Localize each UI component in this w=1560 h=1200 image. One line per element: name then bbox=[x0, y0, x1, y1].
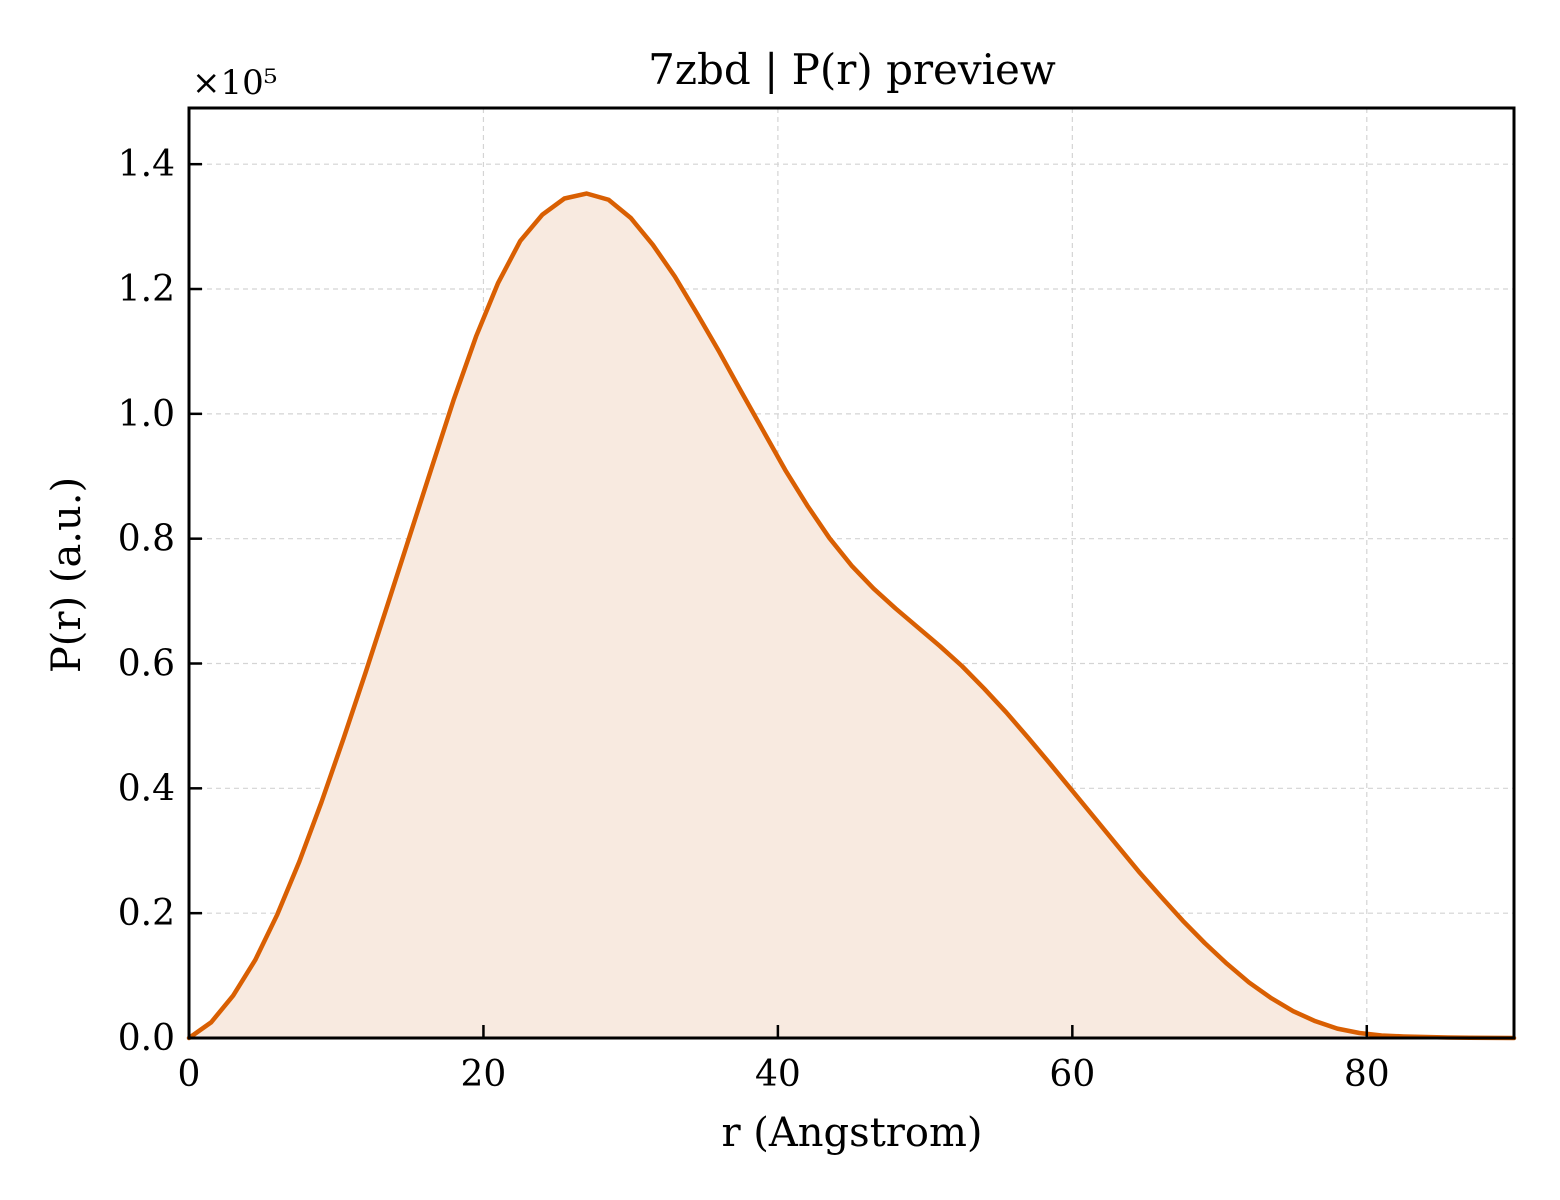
y-axis-label: P(r) (a.u.) bbox=[44, 477, 90, 673]
x-tick-label: 60 bbox=[1049, 1054, 1095, 1095]
x-tick-label: 80 bbox=[1344, 1054, 1390, 1095]
x-tick-labels: 0 20 40 60 80 bbox=[178, 1054, 1390, 1095]
y-tick-label: 0.4 bbox=[118, 768, 175, 809]
y-tick-label: 0.0 bbox=[118, 1018, 175, 1059]
x-axis-label: r (Angstrom) bbox=[721, 1110, 982, 1156]
x-tick-label: 40 bbox=[755, 1054, 801, 1095]
tick-marks bbox=[187, 162, 1369, 1040]
y-tick-label: 1.4 bbox=[118, 144, 175, 185]
y-tick-label: 0.6 bbox=[118, 644, 175, 685]
y-tick-label: 0.8 bbox=[118, 519, 175, 560]
y-tick-labels: 0.0 0.2 0.4 0.6 0.8 1.0 1.2 1.4 bbox=[118, 144, 175, 1059]
y-tick-label: 1.2 bbox=[118, 269, 175, 310]
pr-series-line bbox=[186, 191, 1517, 1041]
plot-frame bbox=[187, 106, 1516, 1040]
y-tick-label: 0.2 bbox=[118, 893, 175, 934]
x-tick-label: 20 bbox=[461, 1054, 507, 1095]
pr-area-fill bbox=[189, 193, 1514, 1038]
y-scale-offset-label: ×10⁵ bbox=[192, 63, 277, 103]
x-tick-label: 0 bbox=[178, 1054, 201, 1095]
chart-title: 7zbd | P(r) preview bbox=[648, 45, 1056, 94]
y-tick-label: 1.0 bbox=[118, 394, 175, 435]
